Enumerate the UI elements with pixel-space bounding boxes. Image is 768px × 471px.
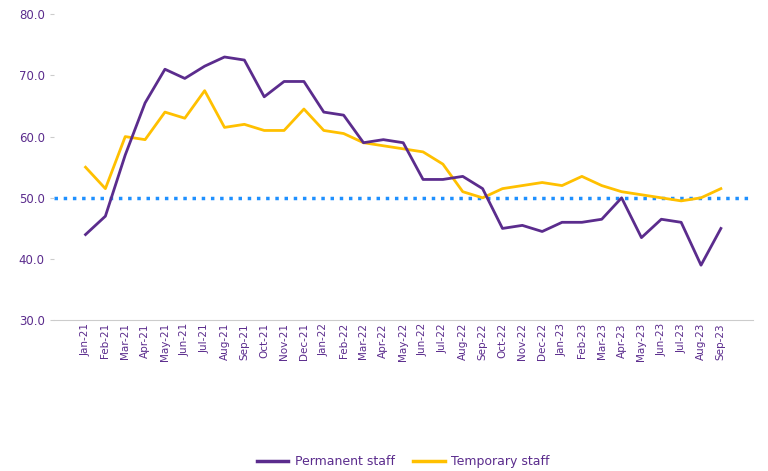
Temporary staff xyxy=(240,122,249,127)
Permanent staff xyxy=(200,63,209,69)
Temporary staff xyxy=(220,124,229,130)
Permanent staff xyxy=(677,219,686,225)
Temporary staff xyxy=(359,140,368,146)
Temporary staff xyxy=(339,131,348,137)
Temporary staff xyxy=(478,195,487,201)
Permanent staff xyxy=(439,177,448,182)
Permanent staff xyxy=(617,195,626,201)
Permanent staff xyxy=(538,229,547,235)
Permanent staff xyxy=(260,94,269,99)
Permanent staff xyxy=(478,186,487,191)
Temporary staff xyxy=(399,146,408,152)
Permanent staff xyxy=(458,174,468,179)
Temporary staff xyxy=(578,174,587,179)
Permanent staff xyxy=(637,235,646,240)
Permanent staff xyxy=(598,216,607,222)
Temporary staff xyxy=(81,164,90,170)
Permanent staff xyxy=(280,79,289,84)
Temporary staff xyxy=(538,179,547,185)
Temporary staff xyxy=(101,186,110,191)
Permanent staff xyxy=(180,76,190,81)
Temporary staff xyxy=(419,149,428,155)
Temporary staff xyxy=(598,183,607,188)
Permanent staff xyxy=(558,219,567,225)
Permanent staff xyxy=(518,222,527,228)
Permanent staff xyxy=(339,112,348,118)
Permanent staff xyxy=(578,219,587,225)
Temporary staff xyxy=(260,128,269,133)
Permanent staff xyxy=(81,232,90,237)
Permanent staff xyxy=(399,140,408,146)
Permanent staff xyxy=(379,137,388,142)
Temporary staff xyxy=(141,137,150,142)
Temporary staff xyxy=(637,192,646,198)
Temporary staff xyxy=(161,109,170,115)
Temporary staff xyxy=(379,143,388,149)
Permanent staff xyxy=(300,79,309,84)
Temporary staff xyxy=(697,195,706,201)
Temporary staff xyxy=(558,183,567,188)
Permanent staff xyxy=(319,109,329,115)
Temporary staff xyxy=(657,195,666,201)
Permanent staff xyxy=(359,140,368,146)
Permanent staff xyxy=(717,226,726,231)
Temporary staff xyxy=(280,128,289,133)
Permanent staff xyxy=(697,262,706,268)
Temporary staff xyxy=(300,106,309,112)
Line: Permanent staff: Permanent staff xyxy=(85,57,721,265)
Permanent staff xyxy=(220,54,229,60)
Temporary staff xyxy=(498,186,507,191)
Permanent staff xyxy=(657,216,666,222)
Temporary staff xyxy=(518,183,527,188)
Permanent staff xyxy=(101,213,110,219)
Legend: Permanent staff, Temporary staff: Permanent staff, Temporary staff xyxy=(252,450,554,471)
Temporary staff xyxy=(180,115,190,121)
Temporary staff xyxy=(319,128,329,133)
Line: Temporary staff: Temporary staff xyxy=(85,90,721,201)
Permanent staff xyxy=(141,100,150,106)
Permanent staff xyxy=(161,66,170,72)
Permanent staff xyxy=(240,57,249,63)
Permanent staff xyxy=(121,152,130,158)
Permanent staff xyxy=(498,226,507,231)
Permanent staff xyxy=(419,177,428,182)
Temporary staff xyxy=(439,161,448,167)
Temporary staff xyxy=(458,189,468,195)
Temporary staff xyxy=(717,186,726,191)
Temporary staff xyxy=(617,189,626,195)
Temporary staff xyxy=(200,88,209,93)
Temporary staff xyxy=(677,198,686,203)
Temporary staff xyxy=(121,134,130,139)
